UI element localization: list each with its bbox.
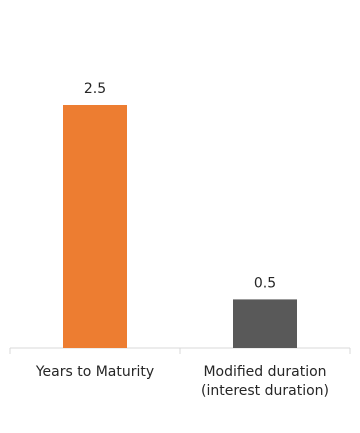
data-label: 2.5 [84,81,106,97]
bar [233,299,297,348]
x-tick-label: Years to Maturity [35,364,154,380]
x-tick-label: Modified duration [203,364,326,380]
data-label: 0.5 [254,275,276,291]
x-tick-label: (interest duration) [201,383,329,399]
chart-marks: 2.5 Years to Maturity 0.5 Modified duration… [35,81,329,399]
bar [63,105,127,348]
